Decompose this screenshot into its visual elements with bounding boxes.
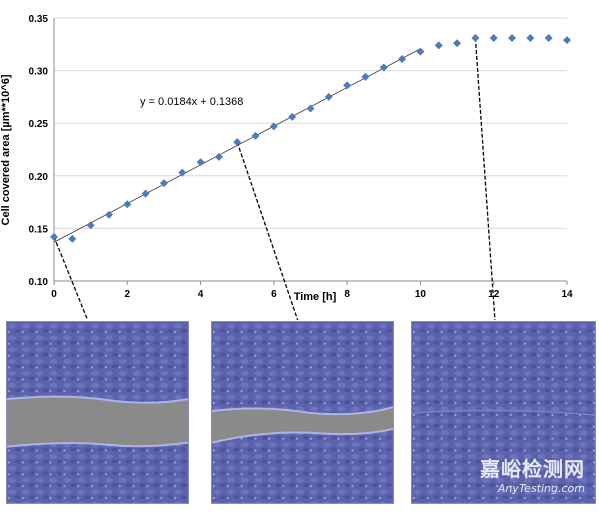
data-point [416, 47, 425, 56]
data-point [159, 179, 168, 188]
data-point [343, 81, 352, 90]
x-tick-label: 8 [344, 289, 350, 300]
data-point [214, 152, 223, 161]
data-point [196, 158, 205, 167]
data-point [324, 92, 333, 101]
micrograph-panel-5h [211, 321, 394, 504]
y-axis-label: Cell covered area [µm**10^6] [0, 74, 12, 225]
data-point [251, 131, 260, 140]
data-point [269, 122, 278, 131]
micrograph-image [7, 322, 188, 503]
data-point [306, 104, 315, 113]
y-tick-label: 0.10 [29, 277, 49, 288]
data-point [526, 33, 535, 42]
data-point [361, 72, 370, 81]
x-tick-label: 14 [561, 289, 573, 300]
watermark-main: 嘉峪检测网 [480, 457, 585, 481]
scatter-chart: 0.10 0.15 0.20 0.25 0.30 0.35 0 2 4 6 8 10 12 14 y = … [0, 14, 573, 320]
x-tick-label: 12 [488, 289, 500, 300]
x-tick-label: 4 [198, 289, 204, 300]
y-tick-label: 0.25 [29, 119, 49, 130]
y-tick-label: 0.20 [29, 172, 49, 183]
data-point [434, 41, 443, 50]
trendline-equation: y = 0.0184x + 0.1368 [140, 96, 243, 108]
micrograph-panel-11h: 嘉峪检测网 AnyTesting.com [411, 321, 596, 504]
axis-layer: 0.10 0.15 0.20 0.25 0.30 0.35 0 2 4 6 8 10 12 14 [29, 14, 573, 300]
x-tick-label: 6 [271, 289, 277, 300]
x-tick-label: 2 [125, 289, 131, 300]
x-tick-label: 0 [51, 289, 57, 300]
data-point [544, 33, 553, 42]
y-tick-label: 0.30 [29, 67, 49, 78]
data-point [86, 221, 95, 230]
data-point [379, 63, 388, 72]
micrograph-panel-0h [6, 321, 189, 504]
y-tick-label: 0.35 [29, 14, 49, 25]
data-point [489, 33, 498, 42]
data-point [233, 138, 242, 147]
data-point [104, 210, 113, 219]
x-axis-label: Time [h] [294, 291, 337, 303]
data-point [123, 200, 132, 209]
callout-dashed-line [474, 37, 496, 320]
data-point [453, 39, 462, 48]
micrograph-image [212, 322, 393, 503]
data-point [508, 33, 517, 42]
data-point [50, 232, 58, 241]
x-tick-label: 10 [415, 289, 427, 300]
watermark-sub: AnyTesting.com [497, 482, 585, 495]
micrograph-image [412, 322, 595, 503]
data-point [141, 189, 150, 198]
data-points-layer [50, 33, 571, 243]
y-tick-label: 0.15 [29, 224, 49, 235]
data-point [398, 55, 407, 64]
trendline-layer [53, 37, 496, 320]
callout-dashed-line [236, 141, 299, 320]
data-point [563, 36, 571, 45]
watermark: 嘉峪检测网 AnyTesting.com [480, 453, 585, 495]
data-point [288, 112, 297, 121]
data-point [68, 234, 77, 243]
data-point [178, 168, 187, 177]
data-point [471, 33, 480, 42]
callout-dashed-line [53, 236, 89, 320]
